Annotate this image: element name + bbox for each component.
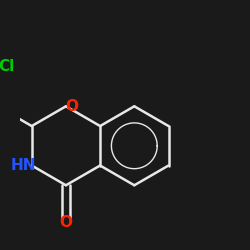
Text: O: O [60,215,72,230]
Text: Cl: Cl [0,59,15,74]
Text: O: O [66,99,79,114]
Text: HN: HN [11,158,36,173]
